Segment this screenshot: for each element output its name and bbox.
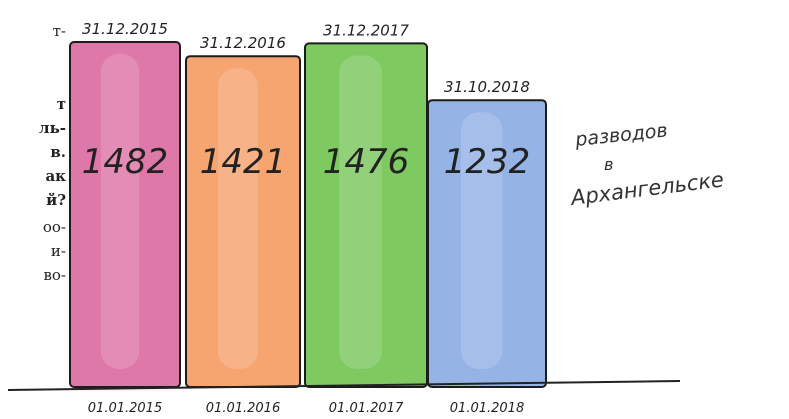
bar-value-label: 1482 [82,142,169,182]
bar-wash [339,55,382,370]
bar-top-date-label: 31.10.2018 [444,78,530,96]
bar-top-date-label: 31.12.2016 [200,34,286,52]
side-text-line: и- [50,242,66,260]
side-text-line: в. [50,143,66,161]
side-text-line: ак [45,167,66,185]
chart-baseline [7,380,681,391]
bar-wash [100,54,140,369]
side-label-line-1: разводов [573,119,668,151]
bar-bottom-date-label: 01.01.2016 [206,401,280,416]
bar-value-label: 1476 [323,142,410,182]
bar-1232 [427,99,547,388]
bar-top-date-label: 31.12.2017 [323,21,409,39]
bar-wash [461,112,503,370]
bar-1482 [69,41,181,388]
bar-value-label: 1421 [200,142,287,182]
bar-bottom-date-label: 01.01.2015 [88,401,162,416]
side-text-line: во- [43,266,66,284]
side-label-line-3: Архангельске [568,167,725,210]
bar-bottom-date-label: 01.01.2017 [329,401,404,416]
bar-top-date-label: 31.12.2015 [82,20,168,38]
side-text-line: оо- [42,218,66,236]
bar-bottom-date-label: 01.01.2018 [450,401,524,416]
side-text-line: й? [46,191,66,209]
side-label-line-2: в [604,155,613,174]
bar-value-label: 1232 [444,142,531,182]
side-article-text: т-т ль-в. ак й? оо-и-во- [0,0,70,330]
side-text-line: т- [52,22,66,40]
bar-wash [217,68,258,369]
side-text-line: т [56,95,66,113]
side-text-line: ль- [39,119,66,137]
